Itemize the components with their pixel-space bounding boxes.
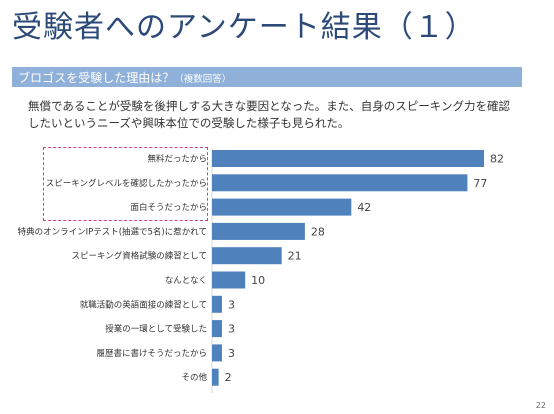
bar (212, 320, 222, 338)
bar (212, 271, 246, 289)
category-label: 履歴書に書けそうだったから (96, 348, 207, 359)
bar (212, 247, 282, 265)
summary-text: 無償であることが受験を後押しする大きな要因となった。また、自身のスピーキング力を… (28, 99, 510, 130)
category-label: なんとなく (165, 276, 207, 286)
bar (212, 150, 484, 167)
highlight-box (43, 147, 208, 221)
slide-title: 受験者へのアンケート結果（１） (12, 10, 476, 45)
section-band (12, 67, 522, 87)
value-label: 3 (228, 347, 235, 360)
value-label: 77 (473, 177, 487, 190)
value-label: 28 (311, 225, 325, 238)
bar (212, 344, 222, 362)
category-label: 特典のオンラインIPテスト(抽選で5名)に惹かれて (18, 226, 207, 237)
category-label: 面白そうだったから (130, 202, 207, 213)
bar (212, 368, 219, 386)
section-title: ブロゴスを受験した理由は？（複数回答） (18, 69, 231, 86)
value-label: 42 (357, 201, 371, 214)
section-note: （複数回答） (174, 74, 232, 85)
category-label: 就職活動の英語面接の練習として (80, 299, 207, 310)
value-label: 3 (228, 298, 235, 311)
category-label: スピーキング資格試験の練習として (72, 251, 208, 262)
section-question: ブロゴスを受験した理由は？ (18, 71, 175, 85)
category-label: 無料だったから (147, 154, 207, 165)
page-number: 22 (535, 401, 546, 410)
bar (212, 295, 222, 313)
value-label: 2 (225, 371, 232, 384)
category-label: その他 (181, 372, 207, 383)
value-label: 21 (288, 250, 302, 263)
bars-group: 無料だったから 82 スピーキングレベルを確認したかったから 77 面白そうだったから 4… (18, 150, 504, 386)
bar (212, 222, 305, 240)
bar (212, 174, 468, 192)
category-label: スピーキングレベルを確認したかったから (46, 178, 207, 189)
value-label: 82 (490, 153, 504, 166)
category-label: 授業の一環として受験した (105, 324, 207, 335)
value-label: 3 (228, 323, 235, 336)
bar (212, 198, 352, 216)
value-label: 10 (251, 274, 265, 287)
